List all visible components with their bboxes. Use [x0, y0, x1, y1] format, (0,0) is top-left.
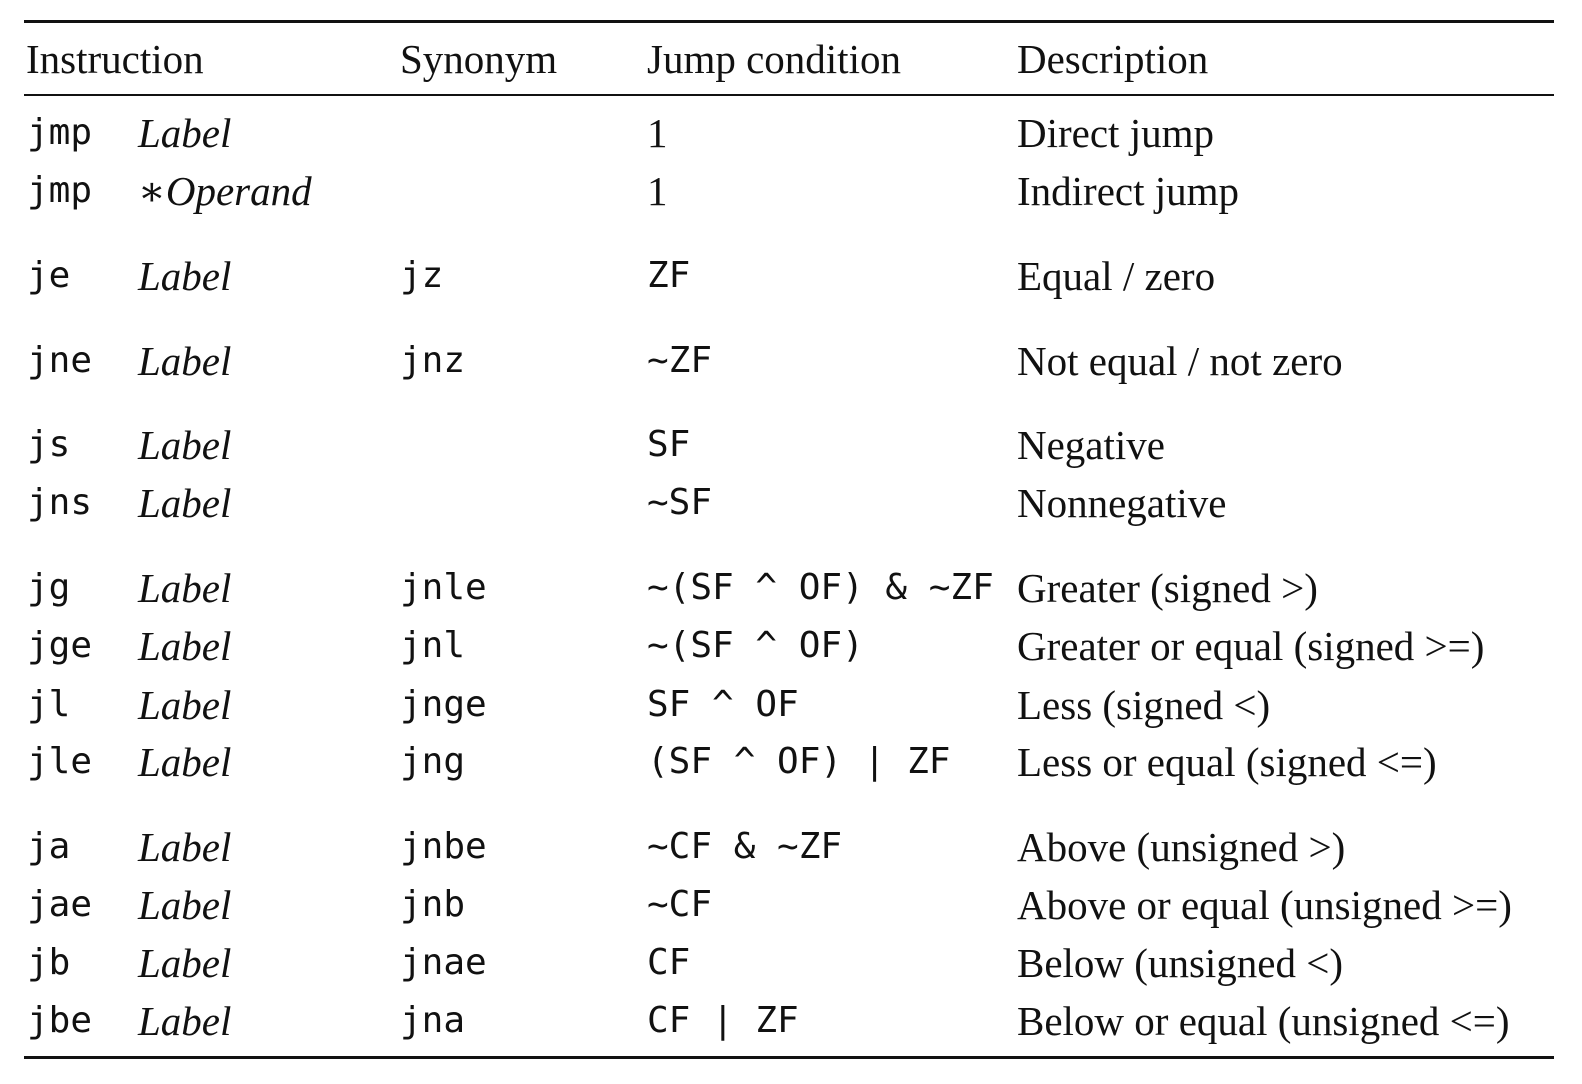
- jump-condition: CF: [647, 942, 691, 983]
- jump-condition: (SF ^ OF) | ZF: [647, 741, 951, 782]
- synonym: jnbe: [400, 826, 487, 867]
- table-row: jne Label jnz ~ZF Not equal / not zero: [0, 336, 1582, 386]
- header-instruction: Instruction: [26, 36, 204, 82]
- table-row: jle Label jng (SF ^ OF) | ZF Less or equ…: [0, 737, 1582, 787]
- instruction-mnemonic: jb: [27, 942, 71, 983]
- synonym: jnae: [400, 942, 487, 983]
- header-synonym: Synonym: [400, 36, 558, 82]
- jump-condition: 1: [647, 110, 668, 156]
- instruction-operand: Label: [138, 739, 232, 785]
- description: Above or equal (unsigned >=): [1017, 882, 1512, 928]
- table-row: je Label jz ZF Equal / zero: [0, 251, 1582, 301]
- table-row: jmp Label 1 Direct jump: [0, 108, 1582, 158]
- table-row: jl Label jnge SF ^ OF Less (signed <): [0, 680, 1582, 730]
- table-header: Instruction Synonym Jump condition Descr…: [0, 34, 1582, 84]
- header-rule: [24, 94, 1554, 96]
- synonym: jng: [400, 741, 466, 782]
- top-rule: [24, 20, 1554, 23]
- instruction-mnemonic: je: [27, 255, 71, 296]
- table-row: jmp ∗Operand 1 Indirect jump: [0, 166, 1582, 216]
- instruction-mnemonic: jns: [27, 482, 93, 523]
- synonym: jnb: [400, 884, 466, 925]
- instruction-mnemonic: jle: [27, 741, 93, 782]
- instruction-mnemonic: jae: [27, 884, 93, 925]
- jump-condition: ~(SF ^ OF) & ~ZF: [647, 567, 994, 608]
- description: Greater or equal (signed >=): [1017, 623, 1485, 669]
- synonym: jnge: [400, 684, 487, 725]
- instruction-operand: Label: [138, 480, 232, 526]
- instruction-operand: Label: [138, 422, 232, 468]
- table-row: jae Label jnb ~CF Above or equal (unsign…: [0, 880, 1582, 930]
- instruction-operand: Label: [138, 824, 232, 870]
- synonym: jna: [400, 1000, 466, 1041]
- instruction-operand: Label: [138, 682, 232, 728]
- instruction-mnemonic: jmp: [27, 112, 93, 153]
- jump-condition: ~CF & ~ZF: [647, 826, 843, 867]
- header-description: Description: [1017, 36, 1209, 82]
- jump-condition: ~SF: [647, 482, 713, 523]
- table-row: jg Label jnle ~(SF ^ OF) & ~ZF Greater (…: [0, 563, 1582, 613]
- instruction-operand: Label: [138, 338, 232, 384]
- description: Below (unsigned <): [1017, 940, 1344, 986]
- instruction-operand: Label: [138, 940, 232, 986]
- instruction-operand: Label: [138, 998, 232, 1044]
- table-row: js Label SF Negative: [0, 420, 1582, 470]
- description: Greater (signed >): [1017, 565, 1318, 611]
- description: Indirect jump: [1017, 168, 1240, 214]
- instruction-mnemonic: ja: [27, 826, 71, 867]
- jump-condition: ~ZF: [647, 340, 713, 381]
- instruction-operand: Label: [138, 110, 232, 156]
- table-row: jge Label jnl ~(SF ^ OF) Greater or equa…: [0, 621, 1582, 671]
- header-jump-condition: Jump condition: [647, 36, 901, 82]
- jump-condition: SF: [647, 424, 691, 465]
- instruction-operand: Label: [138, 882, 232, 928]
- instruction-mnemonic: jne: [27, 340, 93, 381]
- description: Equal / zero: [1017, 253, 1216, 299]
- instruction-mnemonic: jbe: [27, 1000, 93, 1041]
- synonym: jz: [400, 255, 444, 296]
- jump-condition: SF ^ OF: [647, 684, 799, 725]
- jump-condition: 1: [647, 168, 668, 214]
- instruction-mnemonic: js: [27, 424, 71, 465]
- table-row: jbe Label jna CF | ZF Below or equal (un…: [0, 996, 1582, 1046]
- description: Less or equal (signed <=): [1017, 739, 1437, 785]
- table-row: jns Label ~SF Nonnegative: [0, 478, 1582, 528]
- instruction-operand: Label: [138, 565, 232, 611]
- instruction-operand: ∗Operand: [138, 168, 312, 214]
- instruction-mnemonic: jmp: [27, 170, 93, 211]
- instruction-mnemonic: jge: [27, 625, 93, 666]
- description: Above (unsigned >): [1017, 824, 1346, 870]
- synonym: jnz: [400, 340, 466, 381]
- description: Negative: [1017, 422, 1165, 468]
- instruction-operand: Label: [138, 253, 232, 299]
- synonym: jnle: [400, 567, 487, 608]
- jump-condition: ~CF: [647, 884, 713, 925]
- description: Not equal / not zero: [1017, 338, 1343, 384]
- instruction-mnemonic: jg: [27, 567, 71, 608]
- description: Below or equal (unsigned <=): [1017, 998, 1510, 1044]
- description: Nonnegative: [1017, 480, 1227, 526]
- instruction-mnemonic: jl: [27, 684, 71, 725]
- instruction-operand: Label: [138, 623, 232, 669]
- bottom-rule: [24, 1056, 1554, 1059]
- jump-condition: ZF: [647, 255, 691, 296]
- synonym: jnl: [400, 625, 466, 666]
- description: Less (signed <): [1017, 682, 1271, 728]
- description: Direct jump: [1017, 110, 1214, 156]
- jump-condition: CF | ZF: [647, 1000, 799, 1041]
- table-row: jb Label jnae CF Below (unsigned <): [0, 938, 1582, 988]
- table-row: ja Label jnbe ~CF & ~ZF Above (unsigned …: [0, 822, 1582, 872]
- jump-condition: ~(SF ^ OF): [647, 625, 864, 666]
